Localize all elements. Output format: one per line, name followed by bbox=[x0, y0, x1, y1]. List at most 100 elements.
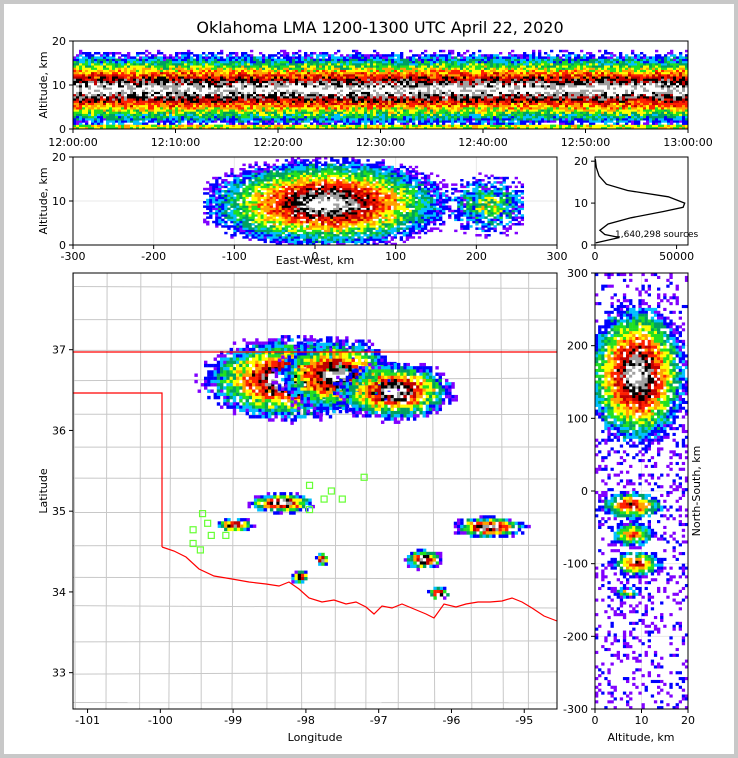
time-height-cell bbox=[496, 54, 500, 57]
time-height-cell bbox=[379, 91, 383, 95]
time-height-cell bbox=[451, 126, 455, 130]
time-height-cell bbox=[499, 63, 503, 66]
time-height-cell bbox=[415, 91, 419, 95]
time-height-cell bbox=[286, 100, 290, 103]
time-height-cell bbox=[274, 109, 278, 112]
time-height-cell bbox=[466, 126, 470, 130]
time-height-cell bbox=[118, 111, 122, 114]
time-height-cell bbox=[481, 80, 485, 84]
time-height-cell bbox=[277, 93, 281, 97]
time-height-cell bbox=[223, 124, 227, 128]
time-height-cell bbox=[397, 82, 401, 86]
time-height-cell bbox=[166, 107, 170, 110]
time-height-cell bbox=[421, 124, 425, 128]
time-height-cell bbox=[115, 87, 119, 90]
time-height-cell bbox=[433, 111, 437, 114]
time-height-cell bbox=[304, 78, 308, 81]
time-height-cell bbox=[304, 93, 308, 97]
time-height-cell bbox=[196, 63, 200, 66]
time-height-cell bbox=[211, 118, 215, 121]
time-height-cell bbox=[337, 126, 341, 130]
time-height-cell bbox=[292, 85, 296, 88]
time-height-cell bbox=[88, 93, 92, 97]
time-height-cell bbox=[328, 85, 332, 88]
time-height-cell bbox=[229, 85, 233, 88]
time-height-cell bbox=[430, 118, 434, 121]
time-height-cell bbox=[268, 85, 272, 88]
time-height-cell bbox=[295, 124, 299, 128]
time-height-cell bbox=[397, 107, 401, 110]
time-height-cell bbox=[82, 96, 86, 99]
time-height-cell bbox=[271, 113, 275, 117]
time-height-cell bbox=[76, 82, 80, 86]
time-height-cell bbox=[202, 60, 206, 64]
time-height-cell bbox=[430, 63, 434, 66]
time-height-cell bbox=[487, 96, 491, 99]
time-height-cell bbox=[280, 87, 284, 90]
time-height-cell bbox=[439, 107, 443, 110]
time-height-cell bbox=[154, 109, 158, 112]
time-height-cell bbox=[382, 102, 386, 106]
time-height-cell bbox=[151, 60, 155, 64]
time-height-cell bbox=[469, 60, 473, 64]
time-height-cell bbox=[232, 85, 236, 88]
time-height-cell bbox=[487, 69, 491, 73]
time-height-cell bbox=[88, 78, 92, 81]
time-height-cell bbox=[331, 69, 335, 73]
time-height-cell bbox=[76, 120, 80, 123]
time-height-cell bbox=[427, 104, 431, 108]
time-height-cell bbox=[346, 98, 350, 101]
time-height-cell bbox=[373, 65, 377, 68]
time-height-cell bbox=[85, 122, 89, 125]
time-height-cell bbox=[124, 124, 128, 128]
time-height-cell bbox=[241, 100, 245, 103]
time-height-cell bbox=[499, 96, 503, 99]
time-height-cell bbox=[256, 120, 260, 123]
time-height-cell bbox=[349, 120, 353, 123]
time-height-cell bbox=[175, 124, 179, 128]
time-height-cell bbox=[178, 87, 182, 90]
time-height-cell bbox=[172, 104, 176, 108]
time-height-cell bbox=[76, 80, 80, 84]
time-height-cell bbox=[208, 120, 212, 123]
time-height-cell bbox=[442, 49, 446, 53]
time-height-cell bbox=[469, 113, 473, 117]
time-height-cell bbox=[127, 107, 131, 110]
time-height-cell bbox=[400, 107, 404, 110]
time-height-cell bbox=[325, 63, 329, 66]
time-height-cell bbox=[196, 87, 200, 90]
time-height-cell bbox=[460, 100, 464, 103]
time-height-cell bbox=[121, 109, 125, 112]
time-height-cell bbox=[352, 71, 356, 75]
time-height-cell bbox=[460, 109, 464, 112]
time-height-cell bbox=[307, 111, 311, 114]
time-height-cell bbox=[325, 126, 329, 130]
time-height-cell bbox=[214, 58, 218, 62]
time-height-cell bbox=[364, 89, 368, 92]
time-height-cell bbox=[241, 107, 245, 110]
time-height-cell bbox=[478, 120, 482, 123]
time-height-cell bbox=[301, 60, 305, 64]
time-height-cell bbox=[256, 93, 260, 97]
time-height-cell bbox=[316, 58, 320, 62]
time-height-cell bbox=[451, 122, 455, 125]
time-height-cell bbox=[214, 118, 218, 121]
time-height-cell bbox=[481, 122, 485, 125]
time-height-cell bbox=[424, 60, 428, 64]
time-height-cell bbox=[268, 118, 272, 121]
time-height-cell bbox=[145, 74, 149, 77]
time-height-cell bbox=[469, 76, 473, 79]
time-height-cell bbox=[499, 82, 503, 86]
time-height-cell bbox=[508, 56, 512, 59]
time-height-cell bbox=[109, 111, 113, 114]
time-height-cell bbox=[208, 85, 212, 88]
time-height-cell bbox=[169, 74, 173, 77]
time-height-cell bbox=[289, 93, 293, 97]
time-height-cell bbox=[226, 82, 230, 86]
time-height-cell bbox=[124, 107, 128, 110]
time-height-cell bbox=[127, 115, 131, 119]
time-height-cell bbox=[226, 113, 230, 117]
time-height-cell bbox=[343, 85, 347, 88]
time-height-cell bbox=[448, 49, 452, 53]
time-height-cell bbox=[121, 113, 125, 117]
